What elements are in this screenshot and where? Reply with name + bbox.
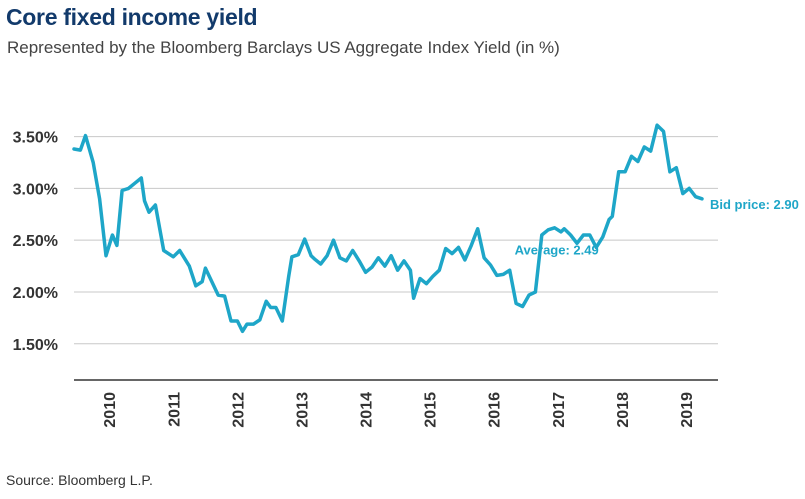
x-tick-label: 2014 bbox=[359, 392, 376, 428]
y-tick-label: 2.00% bbox=[13, 285, 58, 302]
y-axis-ticks: 1.50% 2.00% 2.50% 3.00% 3.50% bbox=[13, 130, 58, 354]
y-tick-label: 2.50% bbox=[13, 233, 58, 250]
x-tick-label: 2018 bbox=[615, 392, 632, 428]
series-group bbox=[72, 123, 704, 334]
y-tick-label: 3.50% bbox=[13, 130, 58, 147]
x-tick-label: 2016 bbox=[487, 392, 504, 428]
yield-series-line bbox=[72, 123, 704, 334]
bid-price-label: Bid price: 2.90 bbox=[710, 197, 799, 212]
x-tick-label: 2012 bbox=[230, 392, 247, 428]
source-note: Source: Bloomberg L.P. bbox=[6, 472, 153, 488]
x-tick-label: 2011 bbox=[166, 392, 183, 427]
chart-title: Core fixed income yield bbox=[6, 4, 258, 30]
x-tick-label: 2017 bbox=[551, 392, 568, 428]
x-tick-label: 2019 bbox=[679, 392, 696, 428]
annotations-group: Bid price: 2.90 Average: 2.49 bbox=[515, 197, 799, 258]
y-tick-label: 3.00% bbox=[13, 181, 58, 198]
x-tick-label: 2010 bbox=[102, 392, 119, 428]
average-label: Average: 2.49 bbox=[515, 243, 599, 258]
x-axis-ticks: 2010 2011 2012 2013 2014 2015 2016 2017 2018 2019 bbox=[102, 392, 696, 428]
x-tick-label: 2015 bbox=[423, 392, 440, 428]
y-tick-label: 1.50% bbox=[13, 337, 58, 354]
grid-lines bbox=[74, 136, 718, 345]
chart-subtitle: Represented by the Bloomberg Barclays US… bbox=[7, 38, 560, 57]
x-tick-label: 2013 bbox=[294, 392, 311, 428]
